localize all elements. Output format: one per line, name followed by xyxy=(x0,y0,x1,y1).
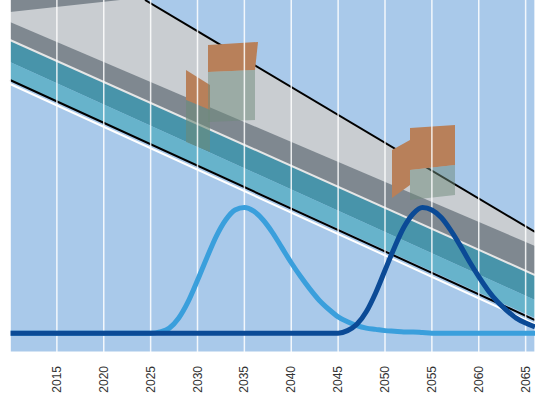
svg-text:2015: 2015 xyxy=(50,366,64,393)
svg-text:2060: 2060 xyxy=(472,366,486,393)
svg-text:2065: 2065 xyxy=(519,366,533,393)
svg-text:2050: 2050 xyxy=(378,366,392,393)
svg-text:2030: 2030 xyxy=(191,366,205,393)
svg-text:2020: 2020 xyxy=(97,366,111,393)
svg-text:2035: 2035 xyxy=(237,366,251,393)
svg-text:2045: 2045 xyxy=(331,366,345,393)
svg-text:2055: 2055 xyxy=(425,366,439,393)
svg-text:2025: 2025 xyxy=(144,366,158,393)
svg-text:2040: 2040 xyxy=(284,366,298,393)
